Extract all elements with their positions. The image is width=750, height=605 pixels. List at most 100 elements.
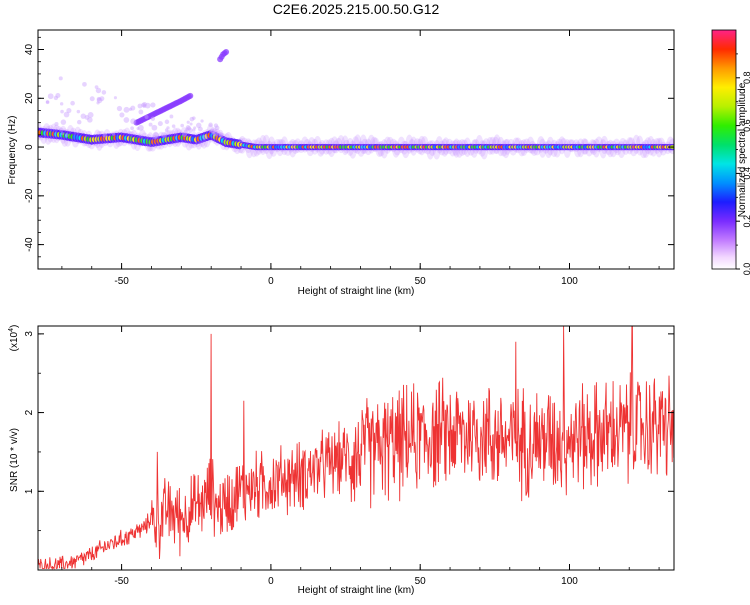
spectrogram-scatter [213, 123, 219, 128]
snr-y-tick-label: 3 [24, 331, 35, 337]
spectrogram-scatter [102, 132, 108, 138]
spectrogram-scatter [153, 132, 159, 139]
spectrogram-scatter [171, 124, 176, 128]
snr-frame [37, 325, 675, 571]
spectrogram-scatter [144, 115, 149, 119]
spectrogram-scatter [212, 130, 219, 137]
spectrogram-scatter [157, 121, 163, 127]
spectrogram-secondary [223, 48, 230, 55]
spectrogram-scatter [166, 126, 170, 130]
spectrogram-x-tick-label: -50 [114, 276, 129, 287]
snr-series-line [38, 326, 674, 570]
snr-multiplier: (x104) [8, 325, 20, 352]
spectrogram-scatter [60, 119, 67, 125]
spectrogram-scatter [113, 96, 117, 100]
spectrogram-panel: -50 0 50 100 -40 -20 0 20 40 Height of straight … [7, 29, 675, 297]
spectrogram-y-tick-label: -20 [24, 188, 35, 203]
spectrogram-scatter [185, 127, 189, 131]
spectrogram-scatter [116, 105, 123, 112]
colorbar-gradient [711, 29, 737, 270]
snr-ticks: -50 0 50 100 1 2 3 [24, 326, 674, 587]
spectrogram-scatter [169, 114, 174, 119]
snr-x-tick-label: 50 [415, 576, 427, 587]
spectrogram-scatter [209, 129, 213, 133]
spectrogram-scatter [84, 115, 90, 120]
spectrogram-scatter [208, 122, 213, 128]
colorbar-tick-label: 0.6 [742, 119, 750, 132]
spectrogram-scatter [123, 117, 130, 123]
spectrogram-scatter [130, 118, 137, 125]
colorbar-tick-label: 0.0 [742, 263, 750, 276]
spectrogram-scatter [197, 126, 203, 132]
spectrogram-scatter [128, 107, 133, 111]
colorbar-tick-label: 0.8 [742, 72, 750, 85]
spectrogram-scatter [188, 128, 193, 133]
spectrogram-scatter [58, 76, 63, 81]
spectrogram-scatter [164, 119, 170, 125]
spectrogram-scatter [193, 126, 197, 130]
spectrogram-scatter [60, 132, 65, 136]
spectrogram-scatter [119, 112, 125, 118]
snr-y-tick-label: 2 [24, 409, 35, 415]
snr-x-tick-label: 0 [268, 576, 274, 587]
spectrogram-scatter [53, 95, 59, 101]
spectrogram-scatter [99, 96, 105, 102]
spectrogram-scatter [142, 102, 147, 107]
spectrogram-scatter [76, 119, 82, 125]
spectrogram-scatter [210, 129, 215, 134]
figure-title: C2E6.2025.215.00.50.G12 [273, 1, 440, 17]
spectrogram-y-tick-label: 20 [24, 92, 35, 104]
spectrogram-scatter [151, 124, 158, 131]
spectrogram-scatter [181, 131, 187, 137]
spectrogram-scatter [148, 122, 153, 127]
spectrogram-scatter [96, 97, 103, 104]
spectrogram-scatter [59, 127, 64, 132]
spectrogram-scatter [150, 116, 156, 121]
spectrogram-scatter [59, 102, 64, 106]
spectrogram-scatter [89, 96, 95, 102]
spectrogram-y-tick-label: -40 [24, 237, 35, 252]
spectrogram-scatter [130, 105, 136, 111]
snr-y-tick-label: 1 [24, 488, 35, 494]
spectrogram-ticks: -50 0 50 100 -40 -20 0 20 40 [24, 30, 674, 287]
spectrogram-scatter [60, 109, 64, 114]
spectrogram-scatter [192, 116, 196, 120]
spectrogram-scatter [214, 125, 220, 131]
spectrogram-scatter [142, 104, 147, 109]
colorbar: 0.0 0.2 0.4 0.6 0.8 Normalized spectral ampl… [711, 29, 750, 276]
snr-multiplier-label: (x104) [8, 325, 20, 352]
spectrogram-scatter [54, 121, 59, 127]
spectrogram-scatter [63, 111, 70, 118]
spectrogram-scatter [70, 100, 75, 106]
spectrogram-scatter [180, 123, 184, 128]
spectrogram-scatter [186, 120, 190, 124]
spectrogram-x-axis-label: Height of straight line (km) [298, 286, 415, 297]
spectrogram-scatter [82, 81, 87, 87]
spectrogram-scatter [184, 129, 188, 134]
spectrogram-scatter [164, 128, 169, 132]
spectrogram-scatter [137, 103, 143, 109]
snr-panel: -50 0 50 100 1 2 3 Height of straight line (km… [8, 325, 675, 596]
spectrogram-scatter [189, 116, 195, 122]
spectrogram-frame [37, 29, 675, 270]
spectrogram-y-tick-label: 40 [24, 44, 35, 56]
spectrogram-scatter [218, 132, 223, 137]
spectrogram-ridge-layer [38, 48, 674, 160]
spectrogram-scatter [101, 90, 107, 95]
spectrogram-scatter [141, 102, 146, 108]
spectrogram-scatter [76, 109, 81, 114]
spectrogram-scatter [45, 100, 50, 105]
colorbar-label: Normalized spectral amplitude [737, 82, 748, 217]
spectrogram-scatter [152, 134, 158, 140]
spectrogram-y-axis-label: Frequency (Hz) [7, 116, 18, 185]
spectrogram-scatter [200, 119, 204, 123]
snr-x-axis-label: Height of straight line (km) [298, 585, 415, 596]
colorbar-ticks: 0.0 0.2 0.4 0.6 0.8 [736, 53, 750, 276]
spectrogram-scatter [87, 112, 94, 118]
colorbar-tick-label: 0.2 [742, 215, 750, 228]
spectrogram-scatter [136, 127, 140, 131]
spectrogram-secondary [187, 92, 194, 99]
spectrogram-scatter [87, 117, 93, 123]
spectrogram-x-tick-label: 100 [561, 276, 578, 287]
spectrogram-scatter [47, 93, 54, 100]
